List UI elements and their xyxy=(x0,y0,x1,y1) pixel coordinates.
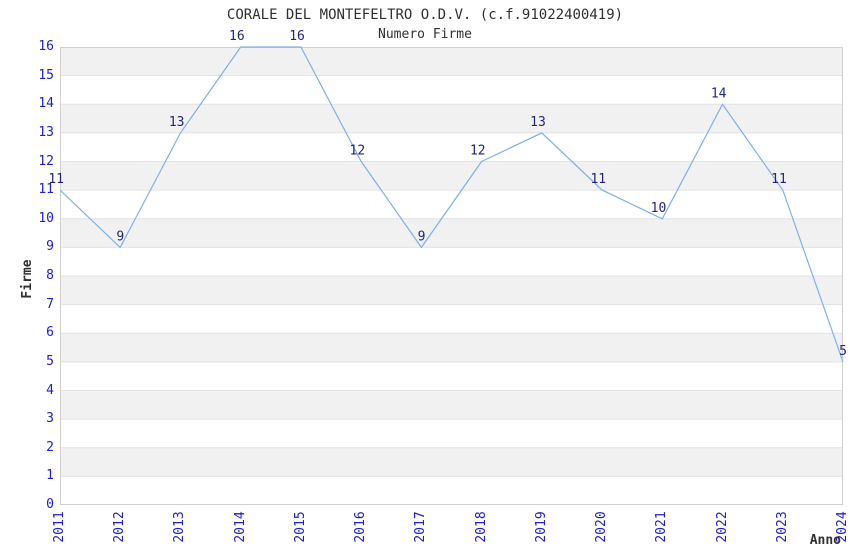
y-tick-label: 4 xyxy=(46,382,54,398)
x-tick-label: 2012 xyxy=(112,511,128,543)
data-point-label: 10 xyxy=(651,201,667,216)
y-tick-label: 12 xyxy=(38,153,54,169)
plot-area: 11 9 13 16 16 12 9 12 13 11 10 14 11 5 xyxy=(48,29,847,505)
x-tick-label: 2011 xyxy=(52,511,67,543)
y-tick-label: 2 xyxy=(46,439,54,455)
data-point-label: 11 xyxy=(771,172,787,187)
grid-stripe xyxy=(60,218,843,248)
chart-subtitle: Numero Firme xyxy=(378,27,472,42)
y-tick-label: 1 xyxy=(46,468,54,484)
y-tick-label: 0 xyxy=(46,497,54,512)
x-tick-label: 2013 xyxy=(172,511,188,543)
x-tick-label: 2015 xyxy=(292,511,308,543)
grid-stripe xyxy=(60,390,843,420)
data-point-label: 9 xyxy=(418,229,426,244)
grid-stripe xyxy=(60,161,843,191)
grid-stripe xyxy=(60,276,843,305)
data-point-label: 11 xyxy=(48,172,64,187)
chart-line xyxy=(59,46,844,363)
x-tick-label: 2018 xyxy=(473,511,489,543)
x-tick-label: 2019 xyxy=(533,511,549,543)
data-point-label: 16 xyxy=(229,29,245,44)
y-tick-label: 11 xyxy=(38,182,54,198)
y-tick-label: 15 xyxy=(38,67,54,83)
data-point-label: 13 xyxy=(169,115,185,130)
data-point-label: 13 xyxy=(530,115,546,130)
chart-title: CORALE DEL MONTEFELTRO O.D.V. (c.f.91022… xyxy=(226,7,624,23)
y-tick-label: 13 xyxy=(38,124,54,140)
x-tick-label: 2023 xyxy=(774,511,790,543)
data-point-label: 12 xyxy=(350,144,366,159)
y-tick-label: 7 xyxy=(46,296,54,312)
x-axis-title: Anno xyxy=(809,533,841,548)
y-tick-label: 14 xyxy=(38,96,54,112)
data-point-label: 11 xyxy=(590,172,606,187)
x-tick-label: 2020 xyxy=(594,511,610,543)
x-tick-label: 2014 xyxy=(232,511,248,543)
data-point-label: 14 xyxy=(711,86,727,101)
y-tick-label: 16 xyxy=(38,39,54,54)
y-tick-label: 10 xyxy=(38,210,54,226)
y-tick-label: 9 xyxy=(46,239,54,255)
y-tick-label: 5 xyxy=(46,353,54,369)
grid-stripe xyxy=(60,333,843,362)
x-tick-label: 2017 xyxy=(413,511,429,543)
data-point-label: 12 xyxy=(470,144,486,159)
data-point-label: 5 xyxy=(839,344,847,359)
x-tick-label: 2016 xyxy=(353,511,369,543)
grid-stripe xyxy=(60,447,843,477)
y-tick-label: 6 xyxy=(46,325,54,341)
grid-stripe xyxy=(60,47,843,76)
x-tick-label: 2021 xyxy=(654,511,670,543)
y-tick-label: 3 xyxy=(46,411,54,427)
plot-border xyxy=(60,47,843,505)
data-point-label: 9 xyxy=(116,229,124,244)
x-tick-label: 2022 xyxy=(714,511,730,543)
data-point-label: 16 xyxy=(289,29,305,44)
y-tick-label: 8 xyxy=(46,268,54,283)
